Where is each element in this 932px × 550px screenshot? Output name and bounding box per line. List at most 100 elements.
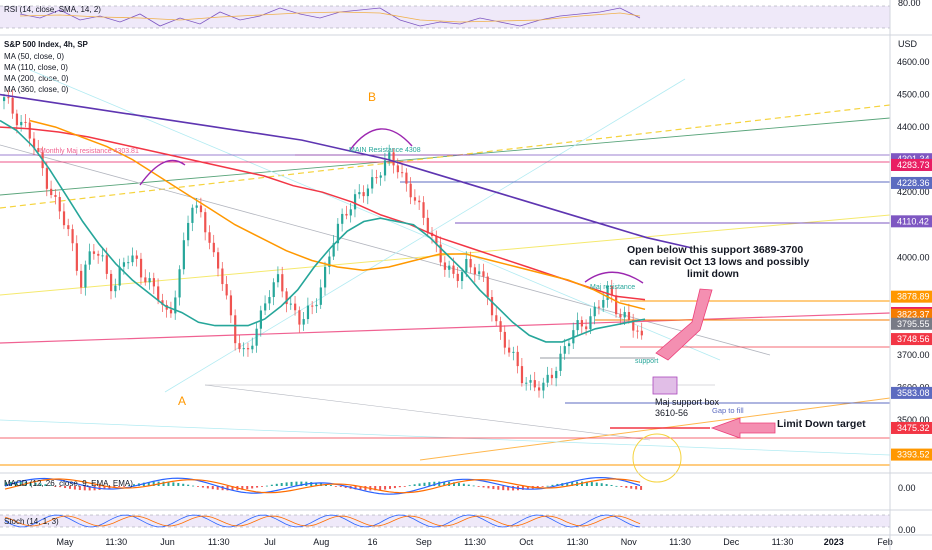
macd-bar — [408, 485, 411, 487]
candle-body — [508, 347, 511, 353]
macd-bar — [69, 486, 71, 489]
candle-body — [174, 297, 177, 314]
macd-bar — [482, 486, 485, 488]
price-label: 3583.08 — [897, 388, 930, 398]
macd-bar — [453, 482, 455, 486]
macd-bar — [44, 484, 47, 486]
macd-bar — [413, 484, 416, 486]
price-axis[interactable]: 4600.00 4500.00 4400.00 4200.00 4000.00 3700.… — [891, 57, 932, 461]
candle-body — [229, 295, 233, 316]
candle-body — [285, 291, 288, 305]
price-label: 3475.32 — [897, 423, 930, 433]
macd-bar — [590, 482, 593, 486]
price-label-box — [891, 290, 932, 303]
stoch-legend: Stoch (14, 1, 3) — [4, 517, 59, 526]
ma200-legend: MA (200, close, 0) — [4, 74, 69, 83]
macd-line — [4, 476, 641, 495]
arc-2 — [349, 128, 413, 151]
candle-body — [452, 265, 455, 274]
candle-body — [490, 297, 494, 316]
support-label: support — [635, 358, 658, 365]
candle-body — [182, 240, 185, 270]
macd-bar — [546, 485, 549, 487]
macd-bar — [88, 486, 91, 491]
candle-body — [358, 192, 361, 195]
macd-legend: MACD (12, 26, close, 9, EMA, EMA) — [4, 479, 133, 488]
main-res-label: MAIN Resistance 4308 — [349, 147, 421, 154]
candle-body — [443, 262, 447, 270]
candle-body — [636, 330, 639, 332]
monthly-res-label: Monthly Maj resistance 4303.81 — [40, 148, 139, 155]
cyan-line-2 — [164, 78, 686, 393]
macd-bar — [433, 481, 436, 486]
candle-body — [555, 370, 558, 379]
support-box — [652, 376, 678, 395]
macd-pane: MACD (12, 26, close, 9, EMA, EMA) 0.00 — [4, 476, 916, 495]
macd-bar — [182, 483, 185, 486]
macd-bar — [600, 483, 603, 486]
candle-body — [550, 374, 554, 379]
support-box-label-2: 3610-56 — [655, 408, 688, 418]
macd-bar — [133, 484, 135, 486]
macd-bar — [256, 486, 259, 488]
macd-bar — [334, 486, 337, 487]
candle-body — [413, 197, 417, 201]
price-label: 3795.55 — [897, 319, 930, 329]
wave-a-label: A — [178, 394, 186, 408]
candle-body — [199, 205, 203, 213]
candle-body — [332, 243, 335, 257]
macd-bar — [147, 482, 150, 486]
time-axis[interactable]: May 11:30 Jun 11:30 Jul Aug 16 Sep 11:30 Oct 11:30… — [56, 537, 892, 547]
rsi-legend: RSI (14, close, SMA, 14, 2) — [4, 5, 101, 14]
candle-body — [435, 236, 438, 245]
candle-body — [97, 253, 100, 256]
candle-body — [144, 277, 147, 283]
macd-signal-line — [4, 478, 641, 494]
time-tick: Jul — [264, 537, 276, 547]
macd-bar — [78, 486, 81, 491]
time-tick: Sep — [416, 537, 432, 547]
macd-bar — [423, 482, 426, 486]
candle-body — [602, 299, 605, 308]
time-tick: Jun — [160, 537, 175, 547]
arrow-left-pink — [710, 417, 776, 439]
time-tick: 11:30 — [464, 537, 486, 547]
macd-bar — [610, 484, 613, 486]
macd-bar — [162, 481, 165, 486]
gray-channel-low — [204, 384, 651, 441]
candle-body — [623, 312, 626, 318]
candle-body — [54, 195, 57, 197]
time-tick: Feb — [877, 537, 893, 547]
macd-bar — [585, 481, 588, 486]
macd-bar — [123, 486, 126, 487]
candle-body — [212, 242, 215, 253]
candle-body — [169, 309, 173, 314]
macd-bar — [251, 486, 254, 489]
price-label: 4228.36 — [897, 178, 930, 188]
macd-bar — [59, 486, 62, 488]
macd-bar — [231, 486, 234, 491]
maj-res-label: Maj resistance — [590, 284, 635, 291]
candle-body — [426, 217, 429, 233]
support-box-label-1: Maj support box — [655, 397, 720, 407]
candle-body — [336, 223, 340, 244]
macd-bar — [211, 486, 214, 490]
price-label-box — [891, 317, 932, 330]
candle-body — [101, 255, 104, 257]
candle-body — [529, 380, 532, 383]
candle-body — [11, 97, 14, 114]
macd-bar — [73, 486, 76, 490]
candle-body — [80, 270, 83, 288]
time-tick: 11:30 — [669, 537, 691, 547]
time-tick: 2023 — [824, 537, 844, 547]
macd-bar — [526, 486, 529, 490]
candle-body — [383, 160, 387, 176]
candle-body — [559, 353, 562, 371]
macd-bar — [295, 481, 298, 486]
candle-body — [379, 175, 382, 178]
wave-b-label: B — [368, 90, 376, 104]
candle-body — [362, 192, 365, 197]
candle-body — [345, 213, 348, 216]
macd-bar — [49, 485, 52, 487]
candle-body — [422, 202, 425, 218]
